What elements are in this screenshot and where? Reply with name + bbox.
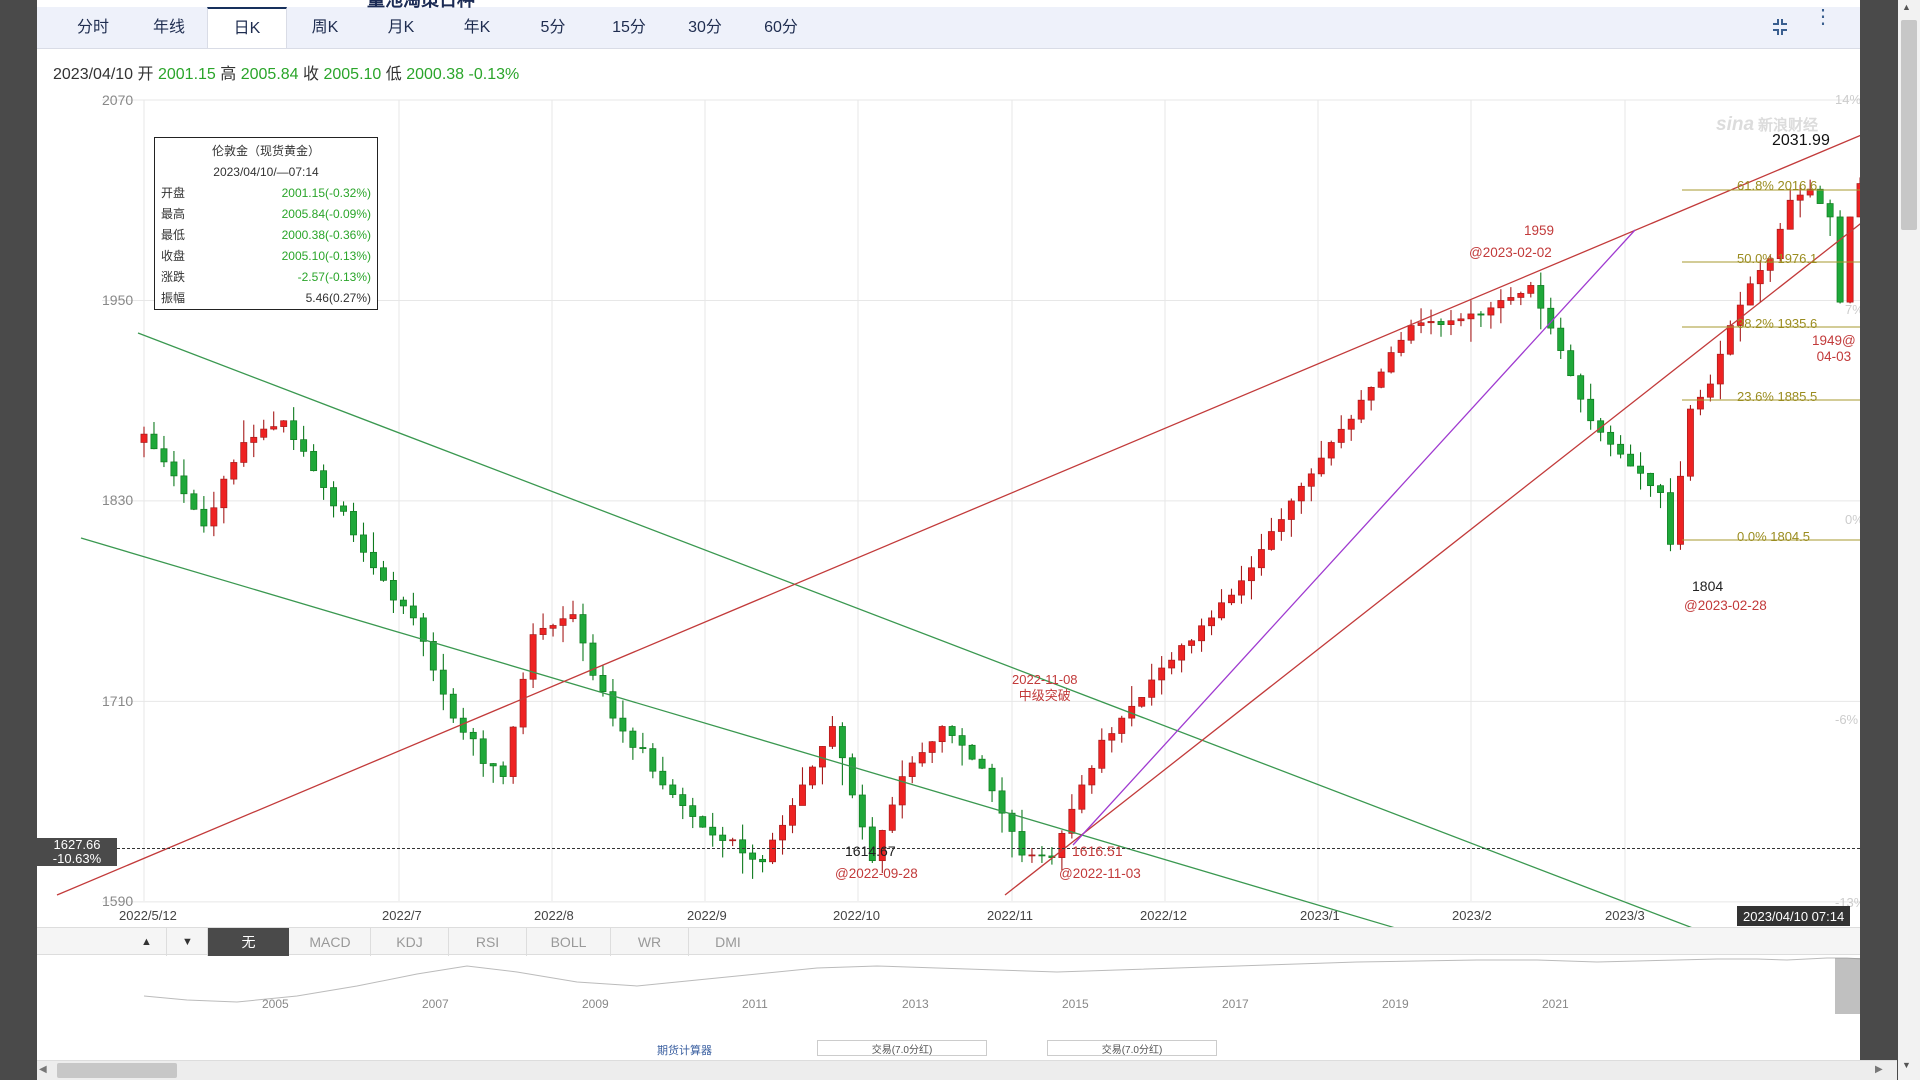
svg-text:2015: 2015 [1062,997,1089,1011]
svg-text:2007: 2007 [422,997,449,1011]
svg-text:2017: 2017 [1222,997,1249,1011]
svg-text:2011: 2011 [742,997,768,1011]
svg-text:2019: 2019 [1382,997,1409,1011]
svg-text:2005: 2005 [262,997,289,1011]
svg-text:2013: 2013 [902,997,929,1011]
svg-text:2009: 2009 [582,997,609,1011]
svg-text:2021: 2021 [1542,997,1569,1011]
